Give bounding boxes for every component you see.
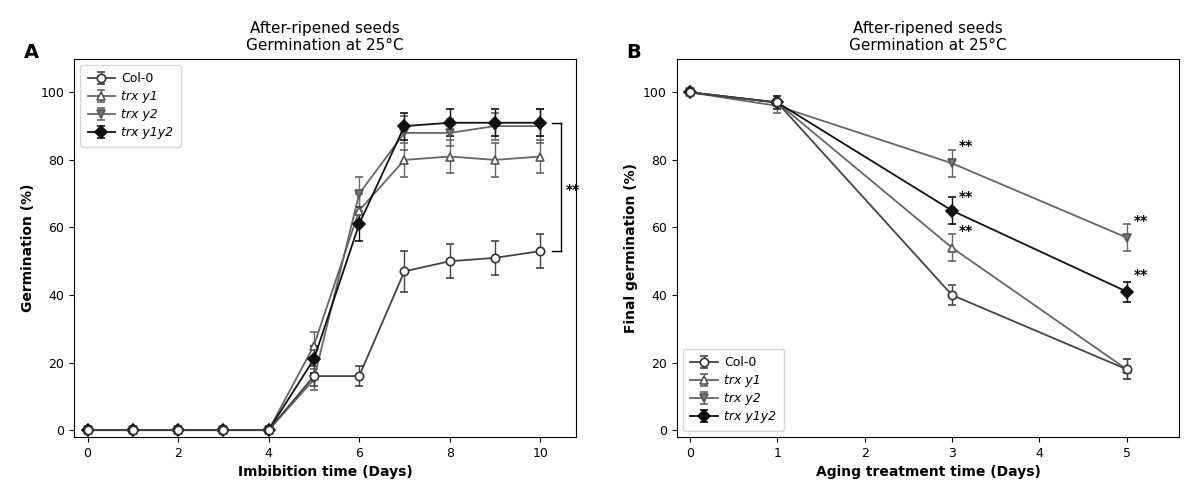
Legend: Col-0, trx y1, trx y2, trx y1y2: Col-0, trx y1, trx y2, trx y1y2 [80,65,181,147]
Text: **: ** [959,190,973,204]
Title: After-ripened seeds
Germination at 25°C: After-ripened seeds Germination at 25°C [850,21,1007,53]
Text: **: ** [959,224,973,238]
Text: **: ** [566,184,581,198]
X-axis label: Imbibition time (Days): Imbibition time (Days) [238,465,413,479]
Y-axis label: Final germination (%): Final germination (%) [624,162,637,332]
Text: **: ** [1134,268,1148,282]
Title: After-ripened seeds
Germination at 25°C: After-ripened seeds Germination at 25°C [246,21,404,53]
Text: B: B [626,44,641,62]
Text: A: A [24,44,38,62]
X-axis label: Aging treatment time (Days): Aging treatment time (Days) [816,465,1040,479]
Text: **: ** [1134,214,1148,228]
Text: **: ** [959,140,973,153]
Y-axis label: Germination (%): Germination (%) [20,184,35,312]
Legend: Col-0, trx y1, trx y2, trx y1y2: Col-0, trx y1, trx y2, trx y1y2 [683,348,784,430]
